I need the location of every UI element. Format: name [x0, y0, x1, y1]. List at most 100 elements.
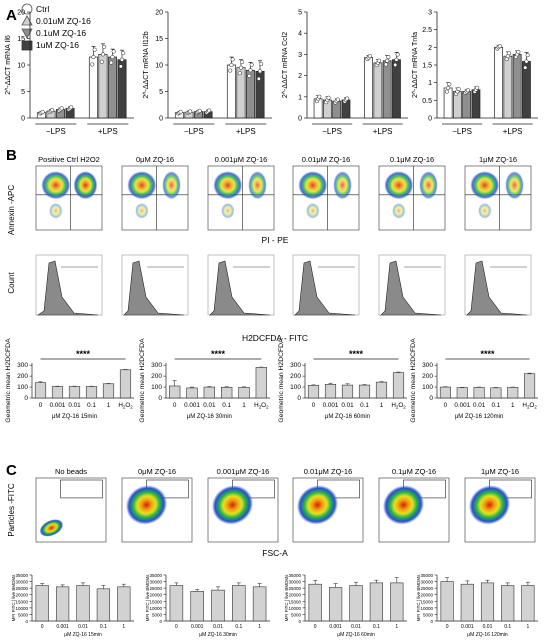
- y-tick-label: 0: [297, 395, 301, 402]
- data-point: [118, 64, 123, 69]
- bar: [364, 57, 374, 119]
- histogram-peak: [466, 260, 528, 316]
- panel-label-a: A: [6, 7, 17, 24]
- y-tick-label: 15000: [149, 599, 162, 604]
- y-tick-label: 3: [298, 52, 302, 59]
- bar: [392, 59, 401, 119]
- dotplot-4: 0.1μM ZQ-16: [378, 467, 450, 543]
- histogram-5: [464, 254, 532, 316]
- y-axis-label: Geometric mean H2DCFDA: [139, 338, 146, 423]
- tick-label: 0: [173, 402, 177, 409]
- histogram-peak: [380, 260, 442, 316]
- bar: [373, 62, 383, 119]
- cell-population: [296, 485, 339, 525]
- bar: [117, 586, 131, 622]
- y-axis-label: MFI FITC | live BMDMs: [416, 574, 421, 621]
- tick-label: H2O2: [254, 402, 269, 410]
- y-tick-label: 35000: [288, 573, 301, 578]
- cell-population: [306, 203, 320, 219]
- data-point: [447, 82, 452, 87]
- data-point: [228, 68, 233, 73]
- tick-label: 0.1: [87, 402, 96, 409]
- bar-chart-a-3: 0 1 2 3 4 5 2^-ΔΔCT mRNA Ccl2 −LPS +LPS: [282, 10, 408, 136]
- histogram-peak: [123, 260, 185, 316]
- y-tick-label: 5: [21, 89, 25, 96]
- y-tick-label: 25000: [149, 586, 162, 591]
- tick-label: 0.1: [504, 624, 511, 630]
- bar-chart-a-2: 0 5 10 15 20 2^-ΔΔCT mRNA Il12b −LPS +LPS: [143, 10, 272, 136]
- y-tick-label: 20000: [420, 593, 433, 598]
- dotplot-title: 0μM ZQ-16: [136, 155, 174, 164]
- tick-label: 0.1: [492, 402, 501, 409]
- cell-population: [333, 171, 352, 200]
- x-axis-label: μM ZQ-16 15min: [64, 632, 102, 638]
- data-point: [90, 62, 95, 67]
- dotplot-3: 0.01μM ZQ-16: [292, 155, 360, 231]
- data-point: [317, 94, 322, 99]
- legend-label: Ctrl: [36, 4, 49, 14]
- y-tick-label: 300: [17, 362, 28, 369]
- data-point: [237, 71, 242, 76]
- tick-label: 0.001: [184, 402, 200, 409]
- bar: [507, 387, 519, 399]
- bar: [220, 386, 233, 399]
- tick-label: 1: [242, 402, 246, 409]
- histogram-peak: [209, 260, 271, 316]
- group-label: −LPS: [452, 127, 472, 136]
- panel-c-dotplots: No beads 0μM ZQ-16 0.001μM ZQ-16 0.01μM ZQ-…: [35, 467, 536, 543]
- tick-label: 1: [527, 624, 530, 630]
- group-label: −LPS: [46, 127, 66, 136]
- y-tick-label: 10000: [420, 606, 433, 611]
- group-label: −LPS: [322, 127, 342, 136]
- y-tick-label: 0: [298, 116, 302, 123]
- data-point: [446, 85, 451, 91]
- dotplot-title: 0.001μM ZQ-16: [217, 467, 270, 476]
- bar: [382, 60, 392, 119]
- group-label: +LPS: [98, 127, 118, 136]
- data-point: [99, 59, 104, 64]
- legend-label: 0.1uM ZQ-16: [36, 28, 86, 38]
- bar: [521, 585, 535, 622]
- y-tick-label: 0: [158, 395, 162, 402]
- cell-population: [125, 485, 168, 525]
- bar: [460, 583, 474, 622]
- y-tick-label: 0: [429, 395, 433, 402]
- data-point: [385, 58, 390, 63]
- tick-label: 0.001: [191, 624, 204, 630]
- x-axis-label: μM ZQ-16 15min: [52, 414, 97, 420]
- tick-label: 0.001: [329, 624, 342, 630]
- dotplot-2: 0.001μM ZQ-16: [207, 155, 275, 231]
- histogram-4: [378, 254, 446, 316]
- y-tick-label: 0: [428, 116, 432, 123]
- x-axis-label: μM ZQ-16 60min: [325, 414, 370, 420]
- dotplot-1: 0μM ZQ-16: [121, 467, 193, 543]
- dotplot-0: Positive Ctrl H2O2: [35, 155, 103, 231]
- y-tick-label: 2: [298, 73, 302, 80]
- y-tick-label: 0: [159, 116, 163, 123]
- histogram-ylabel: Count: [7, 272, 16, 294]
- y-tick-label: 30000: [420, 580, 433, 585]
- bar: [186, 387, 198, 399]
- tick-label: 1: [395, 624, 398, 630]
- histogram-1: [121, 254, 189, 316]
- data-point: [386, 55, 391, 60]
- cell-population: [162, 171, 181, 200]
- tick-label: 0.01: [78, 624, 88, 630]
- data-point: [444, 89, 449, 94]
- data-point: [240, 60, 245, 65]
- y-tick-label: 100: [17, 384, 28, 391]
- data-point: [230, 57, 235, 62]
- y-tick-label: 25000: [288, 586, 301, 591]
- x-axis-label: μM ZQ-16 30min: [199, 632, 237, 638]
- y-tick-label: 25000: [15, 586, 28, 591]
- legend: Ctrl 0.01uM ZQ-16 0.1uM ZQ-16 1uM ZQ-16: [21, 3, 91, 51]
- y-tick-label: 20000: [15, 593, 28, 598]
- dotplot-4: 0.1μM ZQ-16: [378, 155, 446, 231]
- y-axis-label: 2^-ΔΔCT mRNA Il6: [5, 35, 12, 95]
